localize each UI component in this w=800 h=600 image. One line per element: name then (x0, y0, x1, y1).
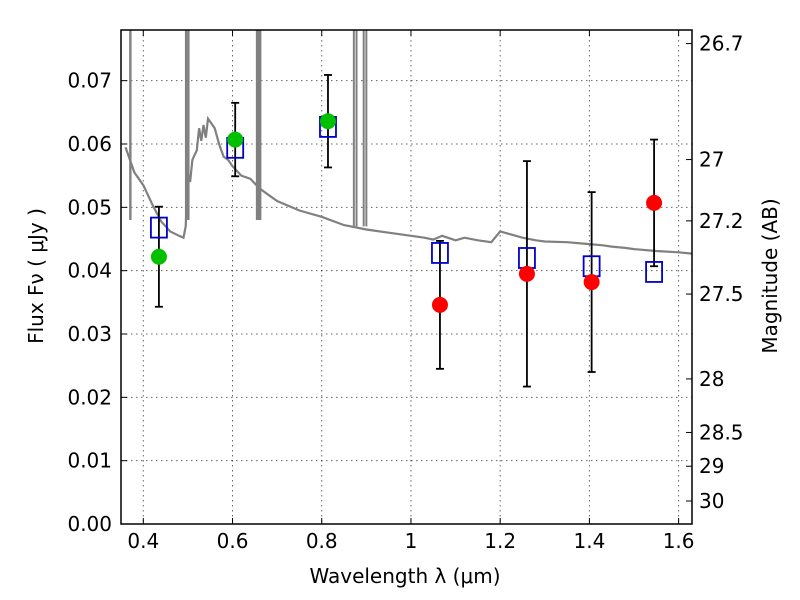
y2-axis-title: Magnitude (AB) (758, 198, 782, 353)
error-bars (154, 74, 659, 388)
model-square-marker (645, 261, 663, 283)
observed-points (150, 113, 663, 313)
y2-axis-ticks: 26.7 27 27.2 27.5 28 28.5 29 30 (686, 32, 744, 513)
x-tick-label: 1.4 (573, 529, 605, 553)
y-tick-label: 0.05 (67, 195, 112, 219)
spectrum-line (124, 115, 692, 255)
y2-tick-label: 30 (699, 489, 724, 513)
data-point (150, 248, 167, 265)
y-tick-label: 0.03 (67, 322, 112, 346)
x-tick-label: 1 (405, 529, 418, 553)
x-tick-label: 0.8 (306, 529, 338, 553)
x-tick-label: 1.2 (484, 529, 516, 553)
model-spectrum (124, 30, 692, 255)
data-point (518, 265, 535, 282)
x-tick-label: 0.4 (127, 529, 159, 553)
x-axis-title: Wavelength λ (μm) (309, 564, 500, 588)
y2-tick-label: 26.7 (699, 32, 744, 56)
y2-tick-label: 28.5 (699, 420, 744, 444)
data-point (227, 131, 244, 148)
y-axis-ticks: 0.00 0.01 0.02 0.03 0.04 0.05 0.06 0.07 (67, 69, 127, 536)
model-square-marker (431, 242, 449, 264)
x-tick-label: 0.6 (217, 529, 249, 553)
data-point (583, 274, 600, 291)
data-point (646, 194, 663, 211)
y-tick-label: 0.04 (67, 259, 112, 283)
y2-tick-label: 27.5 (699, 282, 744, 306)
y-tick-label: 0.02 (67, 385, 112, 409)
y2-tick-label: 27.2 (699, 209, 744, 233)
grid-lines (121, 30, 692, 524)
data-point (319, 113, 336, 130)
y2-tick-label: 28 (699, 367, 724, 391)
x-axis-ticks: 0.4 0.6 0.8 1 1.2 1.4 1.6 (127, 30, 695, 553)
y-tick-label: 0.06 (67, 132, 112, 156)
y-axis-title: Flux Fν ( μJy ) (24, 208, 48, 344)
y-tick-label: 0.00 (67, 512, 112, 536)
x-tick-label: 1.6 (663, 529, 695, 553)
y2-tick-label: 29 (699, 454, 724, 478)
plot-frame (120, 29, 693, 525)
y-tick-label: 0.01 (67, 449, 112, 473)
data-point (431, 296, 448, 313)
y2-tick-label: 27 (699, 148, 724, 172)
y-tick-label: 0.07 (67, 69, 112, 93)
model-square-marker (150, 216, 168, 239)
